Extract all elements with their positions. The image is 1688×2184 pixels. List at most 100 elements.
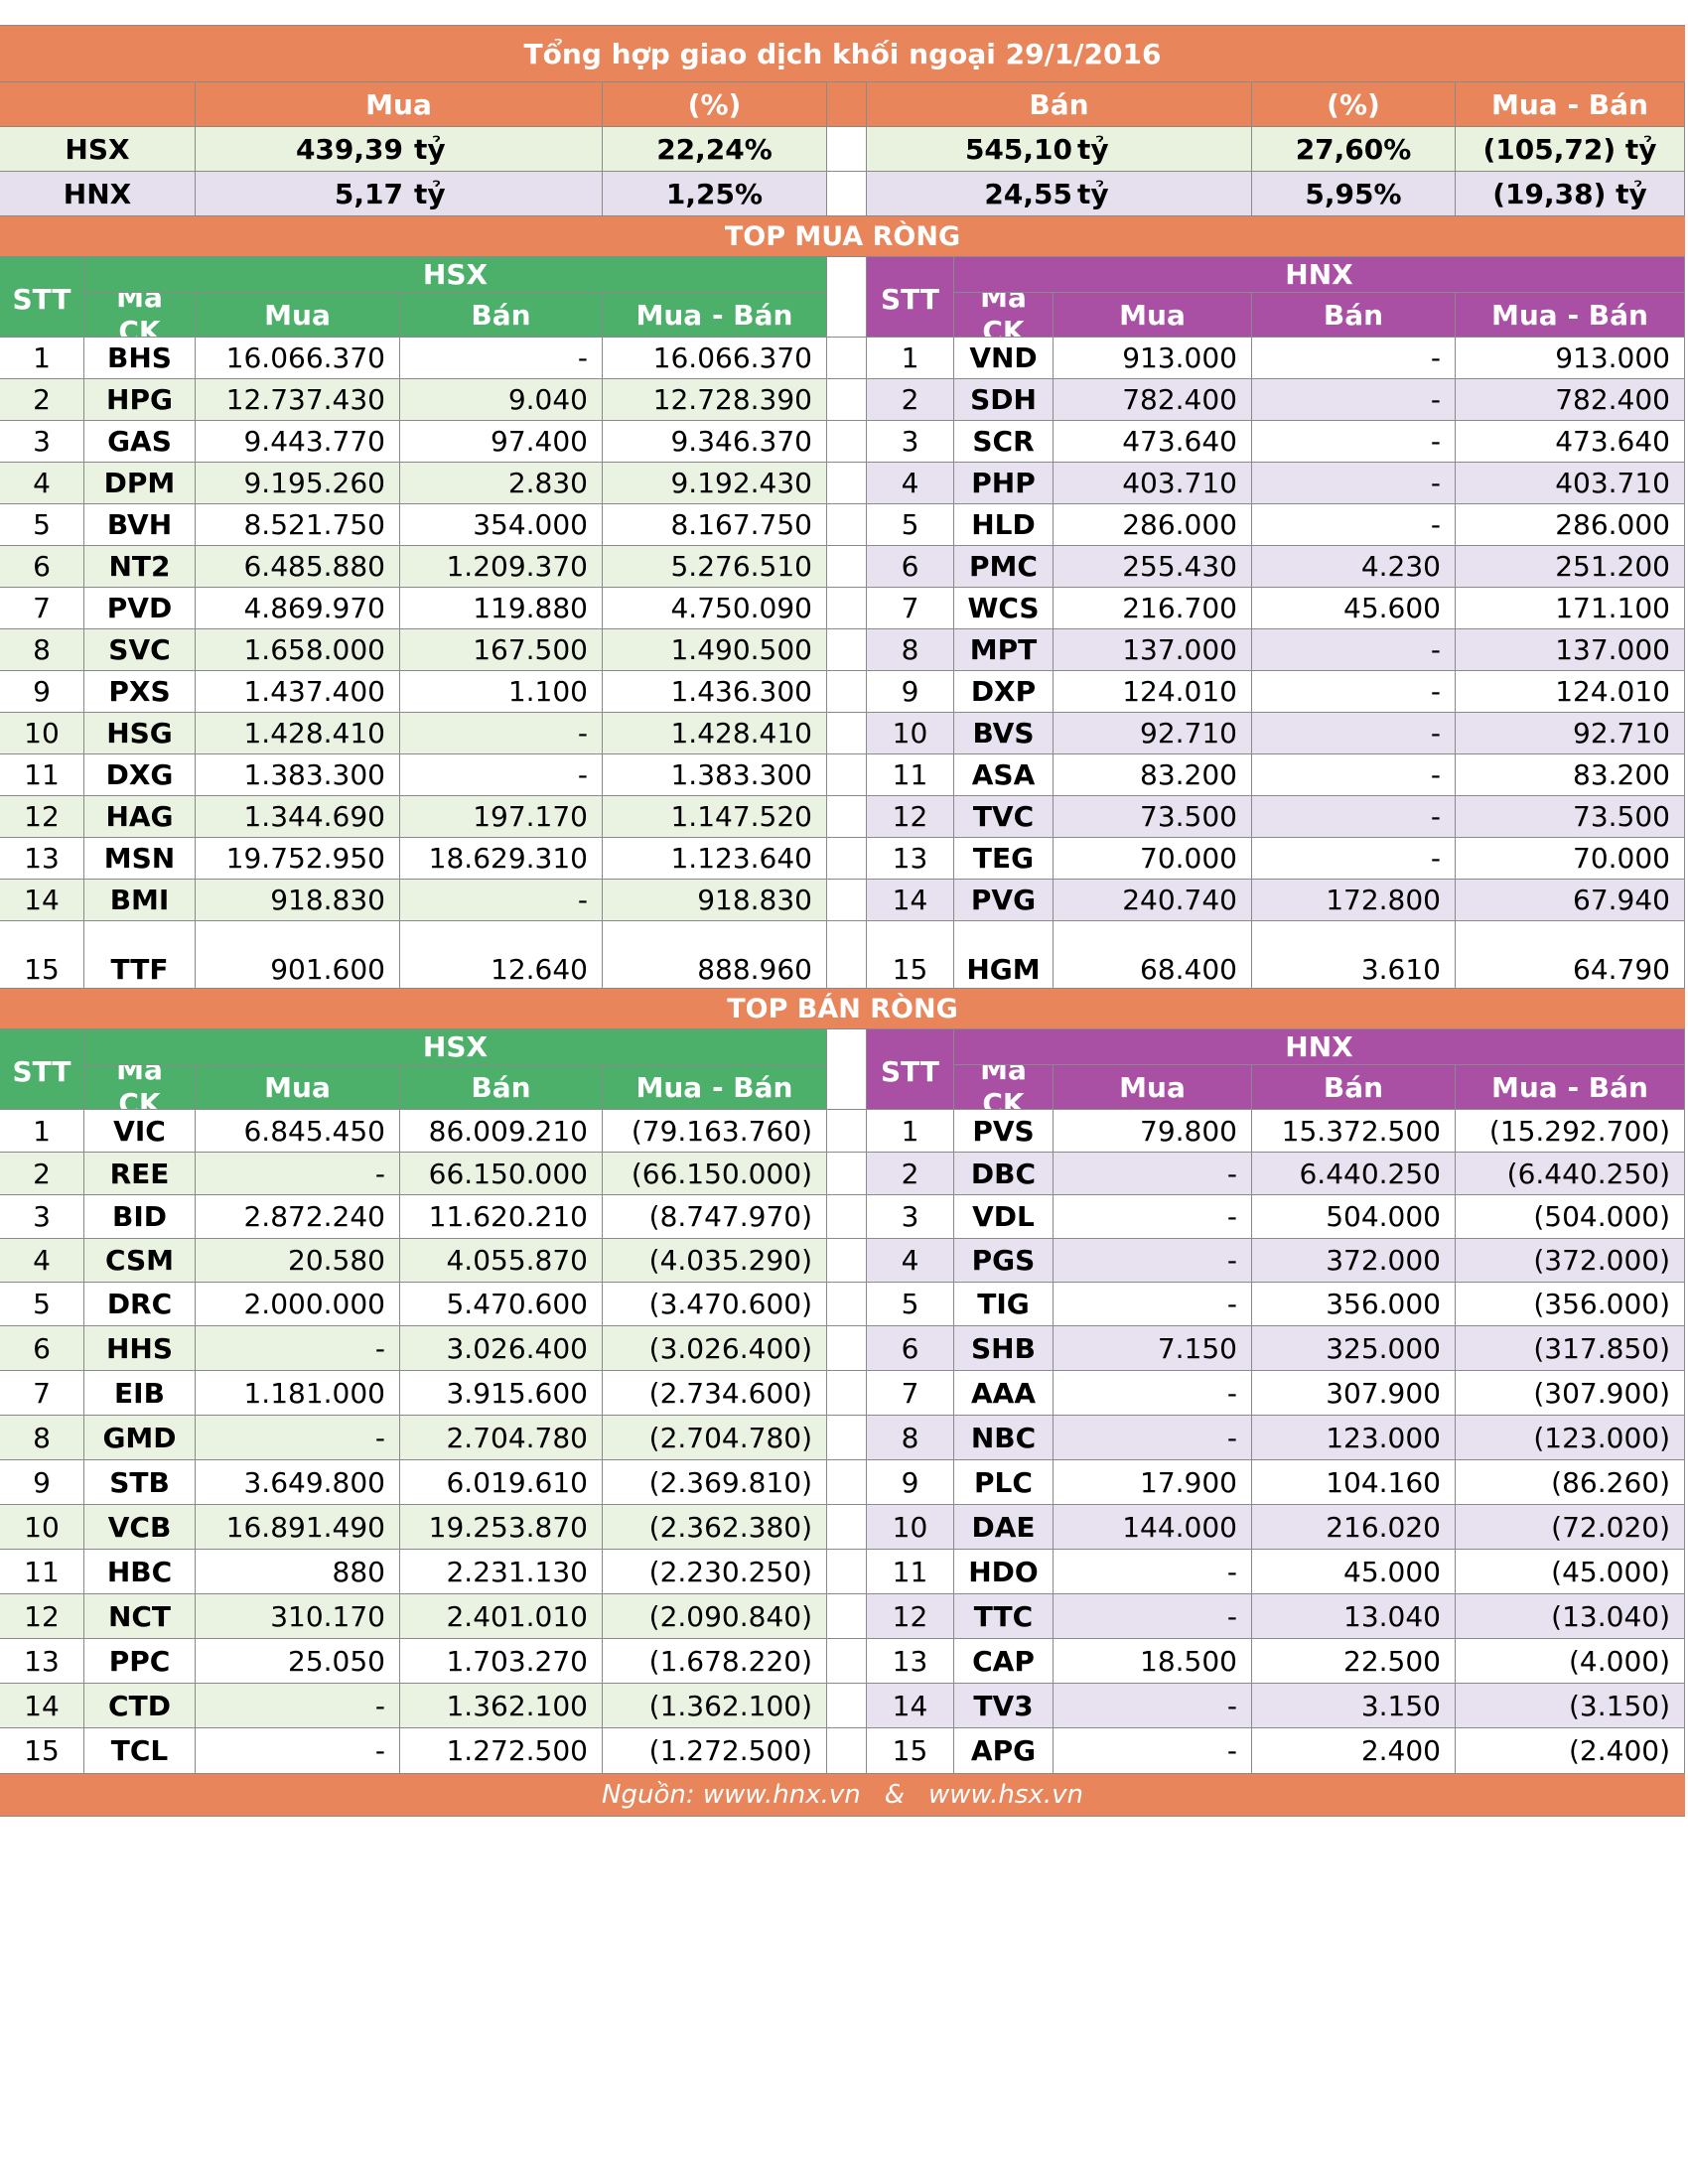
cell-hnx-ma: AAA: [954, 1371, 1054, 1415]
table-row: 1 VIC 6.845.450 86.009.210 (79.163.760) 1 PVS 7…: [0, 1110, 1685, 1153]
cell-hsx-ma: PPC: [84, 1639, 196, 1683]
cell-hsx-ban: 2.231.130: [400, 1550, 603, 1593]
column-header-ma-ck: Mã CK: [84, 293, 196, 337]
cell-hsx-mua: -: [196, 1326, 400, 1370]
top-sell-title: TOP BÁN RÒNG: [0, 989, 1685, 1029]
cell-hnx-ban: 504.000: [1252, 1195, 1456, 1238]
cell-hsx-ban: 2.401.010: [400, 1594, 603, 1638]
cell-hnx-ma: VDL: [954, 1195, 1054, 1238]
table-row: 4 DPM 9.195.260 2.830 9.192.430 4 PHP 403.710-4…: [0, 463, 1685, 504]
cell-hnx-net: 70.000: [1456, 838, 1685, 879]
summary-row-hsx: HSX 439,39 tỷ 22,24% 545,10 tỷ 27,60% (1…: [0, 127, 1685, 172]
cell-hnx-ma: DXP: [954, 671, 1054, 712]
cell-hsx-ma: GMD: [84, 1416, 196, 1459]
cell-hnx-net: 473.640: [1456, 421, 1685, 462]
cell-hsx-net: (1.678.220): [603, 1639, 827, 1683]
cell-hnx-ma: PLC: [954, 1460, 1054, 1504]
cell-hsx-stt: 12: [0, 796, 84, 837]
cell-hnx-mua: -: [1054, 1239, 1252, 1282]
cell-hsx-net: (2.090.840): [603, 1594, 827, 1638]
top-buy-title: TOP MUA RÒNG: [0, 216, 1685, 257]
cell-hnx-ma: WCS: [954, 588, 1054, 628]
table-row: 15 TTF 901.600 12.640 888.960 15 HGM 68.400 3.61…: [0, 921, 1685, 989]
cell-hnx-net: (307.900): [1456, 1371, 1685, 1415]
cell-hnx-mua: -: [1054, 1283, 1252, 1325]
cell-hnx-stt: 8: [867, 1416, 954, 1459]
cell-hsx-net: (79.163.760): [603, 1110, 827, 1152]
cell-hsx-stt: 8: [0, 1416, 84, 1459]
cell-hsx-net: 1.123.640: [603, 838, 827, 879]
cell-hsx-ban: 19.253.870: [400, 1505, 603, 1549]
cell-hnx-ma: HGM: [954, 921, 1054, 988]
table-row: 14 CTD -1.362.100 (1.362.100) 14 TV3-3.150 (3.…: [0, 1684, 1685, 1728]
cell-hnx-stt: 6: [867, 546, 954, 587]
cell-hnx-ma: PHP: [954, 463, 1054, 503]
cell-hnx-mua: 124.010: [1054, 671, 1252, 712]
cell-hnx-ma: PVS: [954, 1110, 1054, 1152]
cell-hsx-stt: 15: [0, 1728, 84, 1773]
cell-hnx-mua: 92.710: [1054, 713, 1252, 753]
cell-hnx-net: (317.850): [1456, 1326, 1685, 1370]
table-gap: [827, 1371, 867, 1415]
summary-gap: [827, 127, 867, 171]
column-header-ck: CK: [982, 315, 1025, 337]
cell-hnx-stt: 15: [867, 1728, 954, 1773]
cell-hnx-mua: -: [1054, 1594, 1252, 1638]
column-header-ban: Bán: [400, 293, 603, 337]
column-header-stt: STT: [867, 257, 954, 337]
cell-hnx-mua: 73.500: [1054, 796, 1252, 837]
cell-hnx-net: 403.710: [1456, 463, 1685, 503]
table-row: 3 GAS 9.443.770 97.400 9.346.370 3 SCR 473.640-…: [0, 421, 1685, 463]
summary-header-net: Mua - Bán: [1456, 82, 1685, 126]
table-row: 6 HHS -3.026.400 (3.026.400) 6 SHB 7.150 325.00…: [0, 1326, 1685, 1371]
table-gap: [827, 629, 867, 670]
cell-hnx-mua: 79.800: [1054, 1110, 1252, 1152]
cell-hsx-net: 9.346.370: [603, 421, 827, 462]
cell-hsx-ban: 97.400: [400, 421, 603, 462]
cell-hnx-mua: 240.740: [1054, 880, 1252, 920]
cell-hsx-stt: 6: [0, 546, 84, 587]
cell-hsx-ban: 5.470.600: [400, 1283, 603, 1325]
cell-hsx-ma: DRC: [84, 1283, 196, 1325]
table-gap: [827, 546, 867, 587]
table-gap: [827, 1684, 867, 1727]
column-header-ma: Mã: [980, 1065, 1027, 1086]
table-gap: [827, 1153, 867, 1194]
cell-hnx-stt: 4: [867, 1239, 954, 1282]
summary-mua-unit: tỷ: [414, 132, 446, 166]
summary-header-gap: [827, 82, 867, 126]
cell-hsx-stt: 7: [0, 1371, 84, 1415]
table-row: 10 VCB 16.891.490 19.253.870 (2.362.380) 10 DA…: [0, 1505, 1685, 1550]
cell-hsx-ban: 86.009.210: [400, 1110, 603, 1152]
cell-hnx-net: 251.200: [1456, 546, 1685, 587]
cell-hnx-net: 137.000: [1456, 629, 1685, 670]
cell-hsx-ma: VIC: [84, 1110, 196, 1152]
source-hsx: www.hsx.vn: [928, 1780, 1083, 1810]
table-row: 15 TCL -1.272.500 (1.272.500) 15 APG -2.400 (2.…: [0, 1728, 1685, 1774]
cell-hsx-net: 1.436.300: [603, 671, 827, 712]
table-gap: [827, 257, 867, 337]
cell-hnx-ma: CAP: [954, 1639, 1054, 1683]
cell-hsx-ma: BMI: [84, 880, 196, 920]
cell-hnx-net: (45.000): [1456, 1550, 1685, 1593]
cell-hnx-stt: 14: [867, 880, 954, 920]
summary-net: (105,72) tỷ: [1456, 127, 1685, 171]
cell-hnx-net: 73.500: [1456, 796, 1685, 837]
cell-hnx-mua: 83.200: [1054, 754, 1252, 795]
cell-hnx-mua: 68.400: [1054, 921, 1252, 988]
cell-hsx-stt: 13: [0, 1639, 84, 1683]
cell-hnx-stt: 13: [867, 1639, 954, 1683]
cell-hsx-stt: 6: [0, 1326, 84, 1370]
cell-hnx-stt: 10: [867, 713, 954, 753]
exchange-label-hnx: HNX: [954, 1029, 1685, 1065]
cell-hsx-ma: DPM: [84, 463, 196, 503]
cell-hsx-mua: 1.181.000: [196, 1371, 400, 1415]
summary-ban: 24,55 tỷ: [867, 172, 1252, 215]
table-gap: [827, 1110, 867, 1152]
cell-hnx-ban: 123.000: [1252, 1416, 1456, 1459]
cell-hnx-ma: TIG: [954, 1283, 1054, 1325]
column-header-stt: STT: [0, 257, 84, 337]
cell-hsx-mua: 1.428.410: [196, 713, 400, 753]
table-gap: [827, 921, 867, 988]
cell-hnx-ban: 216.020: [1252, 1505, 1456, 1549]
